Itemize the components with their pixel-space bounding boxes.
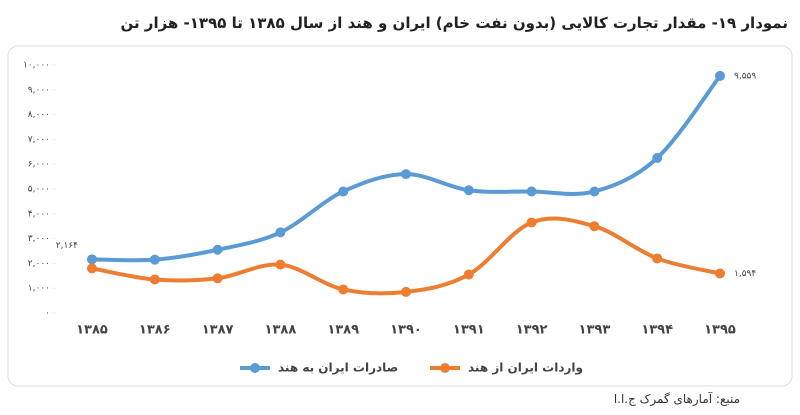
point bbox=[149, 274, 160, 285]
point bbox=[401, 286, 411, 297]
point bbox=[275, 259, 286, 270]
x-tick-label: ۱۳۹۰ bbox=[390, 323, 422, 338]
x-tick-label: ۱۳۹۱ bbox=[453, 323, 485, 338]
point bbox=[275, 227, 286, 238]
point bbox=[87, 254, 97, 265]
value-label: ۹,۵۵۹ bbox=[734, 71, 756, 81]
x-tick-label: ۱۳۸۹ bbox=[327, 323, 359, 338]
y-tick-label: ۷,۰۰۰ bbox=[28, 135, 50, 145]
point bbox=[526, 186, 537, 197]
point bbox=[463, 269, 474, 280]
point bbox=[526, 217, 537, 228]
legend-marker bbox=[250, 363, 260, 373]
y-tick-label: ۴,۰۰۰ bbox=[28, 209, 50, 219]
x-tick-label: ۱۳۹۴ bbox=[641, 323, 673, 338]
point bbox=[589, 186, 600, 197]
series-line bbox=[91, 74, 722, 263]
y-tick-label: ۹,۰۰۰ bbox=[28, 85, 50, 95]
point bbox=[401, 169, 411, 180]
value-label: ۲,۱۶۴ bbox=[56, 241, 78, 251]
point bbox=[212, 244, 223, 255]
series-line bbox=[91, 216, 721, 296]
source-note: منبع: آمارهای گمرک ج.ا.ا bbox=[613, 392, 740, 406]
point bbox=[652, 153, 663, 163]
point bbox=[463, 185, 474, 196]
x-tick-label: ۱۳۹۲ bbox=[516, 323, 548, 338]
chart-frame bbox=[7, 45, 793, 387]
x-tick-label: ۱۳۸۸ bbox=[265, 323, 297, 338]
x-tick-label: ۱۳۹۳ bbox=[579, 323, 611, 338]
chart-title: نمودار ۱۹- مقدار تجارت کالایی (بدون نفت … bbox=[120, 14, 788, 32]
y-tick-label: ۵,۰۰۰ bbox=[28, 185, 50, 195]
point bbox=[338, 186, 349, 197]
point bbox=[212, 273, 223, 284]
x-tick-label: ۱۳۸۷ bbox=[202, 323, 234, 338]
y-tick-label: ۶,۰۰۰ bbox=[28, 160, 50, 170]
y-tick-label: ۸,۰۰۰ bbox=[28, 110, 50, 120]
point bbox=[149, 254, 160, 265]
x-tick-label: ۱۳۸۶ bbox=[139, 323, 171, 338]
point bbox=[338, 284, 349, 295]
y-tick-label: ۲,۰۰۰ bbox=[28, 259, 50, 269]
legend-label: واردات ایران از هند bbox=[468, 361, 583, 376]
legend-label: صادرات ایران به هند bbox=[278, 361, 398, 375]
legend-marker bbox=[440, 363, 450, 373]
y-tick-label: ۱۰,۰۰۰ bbox=[23, 61, 50, 71]
value-label: ۱,۵۹۴ bbox=[734, 269, 756, 279]
y-tick-label: ۰ bbox=[45, 309, 50, 319]
point bbox=[715, 268, 725, 279]
point bbox=[715, 70, 725, 81]
y-tick-label: ۳,۰۰۰ bbox=[28, 234, 50, 244]
y-tick-label: ۱,۰۰۰ bbox=[28, 284, 50, 294]
x-tick-label: ۱۳۸۵ bbox=[76, 323, 108, 338]
point bbox=[589, 221, 600, 232]
point bbox=[652, 253, 663, 264]
point bbox=[87, 263, 97, 274]
x-tick-label: ۱۳۹۵ bbox=[704, 323, 736, 338]
